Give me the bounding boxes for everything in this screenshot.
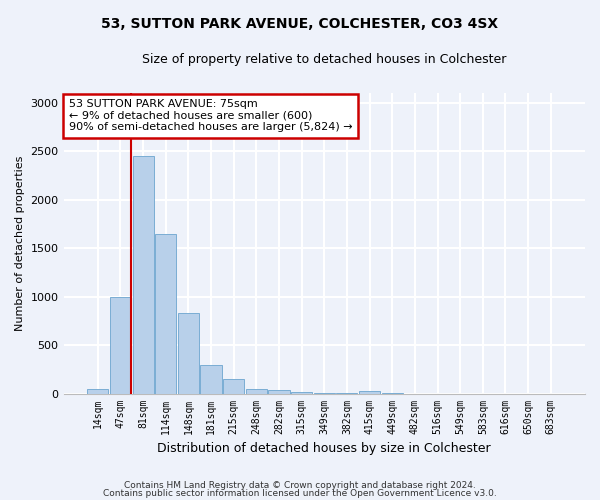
Text: 53, SUTTON PARK AVENUE, COLCHESTER, CO3 4SX: 53, SUTTON PARK AVENUE, COLCHESTER, CO3 …	[101, 18, 499, 32]
Bar	[87, 388, 109, 394]
Bar	[359, 391, 380, 394]
X-axis label: Distribution of detached houses by size in Colchester: Distribution of detached houses by size …	[157, 442, 491, 455]
Bar	[110, 296, 131, 394]
Bar	[291, 392, 312, 394]
Title: Size of property relative to detached houses in Colchester: Size of property relative to detached ho…	[142, 52, 506, 66]
Bar	[223, 380, 244, 394]
Bar	[268, 390, 290, 394]
Bar	[246, 388, 267, 394]
Bar	[178, 313, 199, 394]
Text: Contains HM Land Registry data © Crown copyright and database right 2024.: Contains HM Land Registry data © Crown c…	[124, 481, 476, 490]
Bar	[133, 156, 154, 394]
Y-axis label: Number of detached properties: Number of detached properties	[15, 156, 25, 331]
Text: Contains public sector information licensed under the Open Government Licence v3: Contains public sector information licen…	[103, 488, 497, 498]
Bar	[200, 366, 221, 394]
Bar	[155, 234, 176, 394]
Text: 53 SUTTON PARK AVENUE: 75sqm
← 9% of detached houses are smaller (600)
90% of se: 53 SUTTON PARK AVENUE: 75sqm ← 9% of det…	[69, 99, 352, 132]
